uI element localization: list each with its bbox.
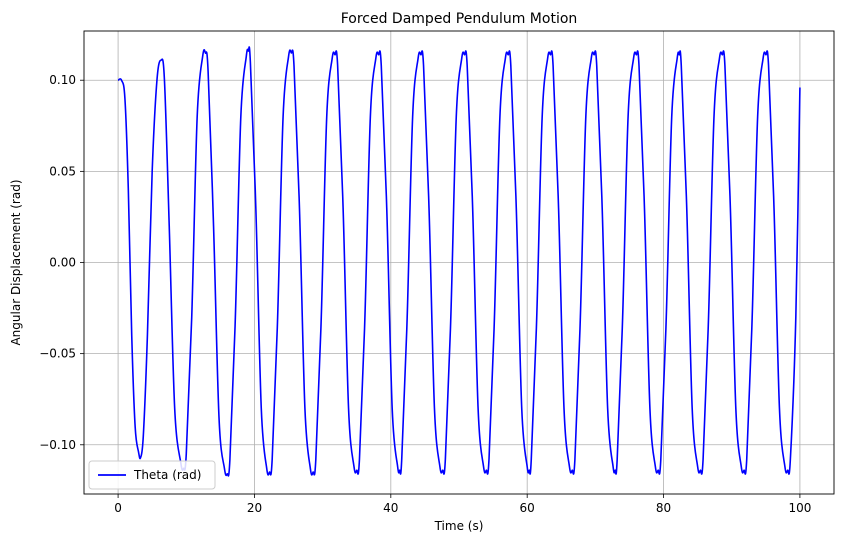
y-tick-label: 0.10 — [49, 73, 76, 87]
y-tick-label: 0.05 — [49, 164, 76, 178]
ticks: 0 20 40 60 80 100 −0.10 −0.05 0.00 0.05 0.10 — [39, 73, 811, 515]
y-tick-label: −0.10 — [39, 438, 76, 452]
x-axis-label: Time (s) — [434, 519, 484, 533]
x-tick-label: 60 — [520, 501, 535, 515]
x-tick-label: 40 — [383, 501, 398, 515]
legend-box — [88, 460, 216, 490]
plot-area — [117, 46, 801, 477]
x-tick-label: 100 — [788, 501, 811, 515]
legend-label-theta: Theta (rad) — [133, 468, 201, 482]
legend: Theta (rad) — [88, 460, 216, 490]
y-tick-label: 0.00 — [49, 256, 76, 270]
x-tick-label: 80 — [656, 501, 671, 515]
y-axis-label: Angular Displacement (rad) — [9, 179, 23, 345]
x-tick-label: 0 — [114, 501, 122, 515]
chart-title: Forced Damped Pendulum Motion — [341, 11, 578, 27]
series-theta-line — [117, 46, 801, 477]
x-tick-label: 20 — [247, 501, 262, 515]
y-tick-label: −0.05 — [39, 347, 76, 361]
